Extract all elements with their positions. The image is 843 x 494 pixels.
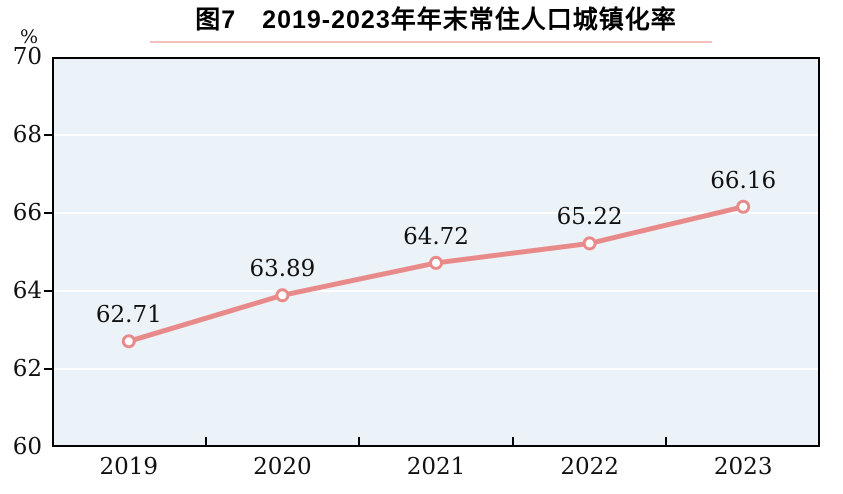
x-axis-tick (204, 437, 207, 445)
x-tick-label: 2020 (253, 454, 312, 480)
data-label: 65.22 (556, 204, 623, 231)
y-tick-label: 70 (12, 44, 42, 70)
data-label: 64.72 (403, 223, 469, 250)
plot-area (52, 57, 820, 447)
data-point-marker (582, 236, 597, 251)
gridline (52, 368, 820, 370)
data-label: 63.89 (249, 256, 316, 283)
y-tick-label: 66 (12, 200, 42, 226)
x-tick-label: 2019 (99, 454, 159, 480)
series-layer (121, 199, 751, 349)
data-point-marker (121, 334, 136, 349)
x-axis-tick (511, 437, 514, 445)
data-point-marker (736, 199, 751, 214)
x-axis-tick (665, 437, 668, 445)
y-tick-label: 64 (12, 278, 42, 304)
title-underline (150, 41, 712, 43)
data-label: 66.16 (710, 167, 777, 194)
y-tick-label: 68 (12, 122, 42, 148)
y-axis-tick (44, 134, 52, 136)
x-tick-label: 2023 (713, 454, 773, 480)
y-tick-label: 62 (12, 356, 42, 382)
y-axis-tick (44, 368, 52, 370)
data-point-marker (275, 288, 290, 303)
chart-title: 图7 2019-2023年年末常住人口城镇化率 (195, 6, 677, 34)
y-axis-tick (44, 212, 52, 214)
gridline (52, 290, 820, 292)
y-axis-tick (44, 290, 52, 292)
data-label: 62.71 (95, 302, 162, 329)
gridline (52, 212, 820, 214)
y-axis-unit-label: % (19, 26, 39, 48)
data-point-marker (429, 255, 443, 270)
x-axis-tick (358, 437, 361, 445)
x-tick-label: 2021 (406, 454, 466, 480)
x-tick-label: 2022 (560, 454, 619, 480)
y-tick-label: 60 (12, 434, 42, 460)
gridline (52, 134, 820, 136)
